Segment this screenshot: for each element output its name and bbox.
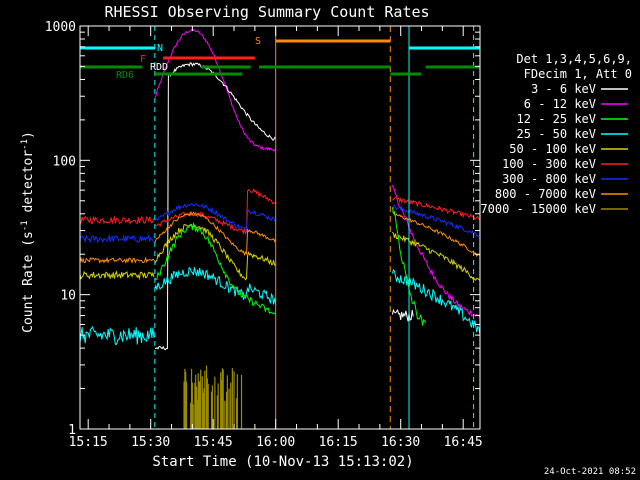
y-axis-label-sup1: -1 [20, 220, 30, 231]
series-line [154, 211, 277, 257]
x-tick-label: 16:30 [381, 435, 420, 450]
decimation2-flag-label: RD6 [116, 70, 134, 81]
y-axis-label-end: ) [21, 131, 36, 139]
legend-label: 7000 - 15000 keV [480, 202, 596, 216]
chart-curves [79, 28, 481, 429]
y-axis-label-sup2: -1 [20, 139, 30, 150]
saa-flag-label: S [255, 36, 261, 47]
y-tick-label: 1 [68, 423, 76, 438]
decimation-flag-label: RDD [150, 62, 168, 73]
night-flag-label: N [157, 43, 163, 54]
series-line [154, 266, 277, 305]
series-line [392, 196, 481, 221]
series-line [79, 215, 155, 226]
series-line [154, 202, 277, 232]
legend-header-line1: Det 1,3,4,5,6,9, [516, 52, 632, 66]
timestamp: 24-Oct-2021 08:52 [544, 467, 636, 477]
y-axis-label: Count Rate (s-1 detector-1) [20, 131, 36, 333]
series-line [391, 185, 481, 318]
series-line [79, 233, 155, 244]
chart-title: RHESSI Observing Summary Count Rates [104, 3, 429, 21]
series-line [79, 325, 155, 346]
series-line [154, 222, 276, 315]
flare-flag-label: F [140, 54, 146, 65]
legend-label: 12 - 25 keV [517, 112, 596, 126]
x-tick-label: 16:45 [444, 435, 483, 450]
chart-flags: NF S RDD RD6 [80, 26, 480, 429]
x-axis-label: Start Time (10-Nov-13 15:13:02) [152, 454, 413, 470]
y-axis-label-mid: detector [21, 150, 36, 221]
legend-label: 100 - 300 keV [502, 157, 596, 171]
series-line [392, 231, 481, 281]
y-tick-label: 10 [60, 289, 76, 304]
y-tick-label: 1000 [45, 20, 76, 35]
series-line [79, 270, 155, 281]
series-line [79, 256, 155, 265]
legend-label: 6 - 12 keV [524, 97, 596, 111]
legend-label: 300 - 800 keV [502, 172, 596, 186]
y-tick-label: 100 [53, 154, 76, 169]
series-line [392, 204, 481, 237]
y-axis-label-main: Count Rate (s [21, 231, 36, 333]
legend-label: 800 - 7000 keV [495, 187, 596, 201]
x-tick-label: 15:15 [69, 435, 108, 450]
chart-axes: 1 10 100 1000 15:15 15:30 15:45 16:00 16:15 16:30… [45, 20, 483, 450]
plot-frame [79, 25, 481, 430]
legend-label: 25 - 50 keV [517, 127, 596, 141]
legend-header-line2: FDecim 1, Att 0 [524, 67, 632, 81]
series-line [154, 223, 277, 281]
x-tick-label: 15:30 [131, 435, 170, 450]
series-line [392, 211, 481, 258]
legend-label: 3 - 6 keV [531, 82, 596, 96]
x-tick-label: 16:15 [319, 435, 358, 450]
x-tick-label: 16:00 [256, 435, 295, 450]
series-line [391, 268, 481, 335]
legend-label: 50 - 100 keV [509, 142, 596, 156]
series-line [391, 308, 414, 322]
series-line [154, 188, 277, 236]
x-tick-label: 15:45 [194, 435, 233, 450]
